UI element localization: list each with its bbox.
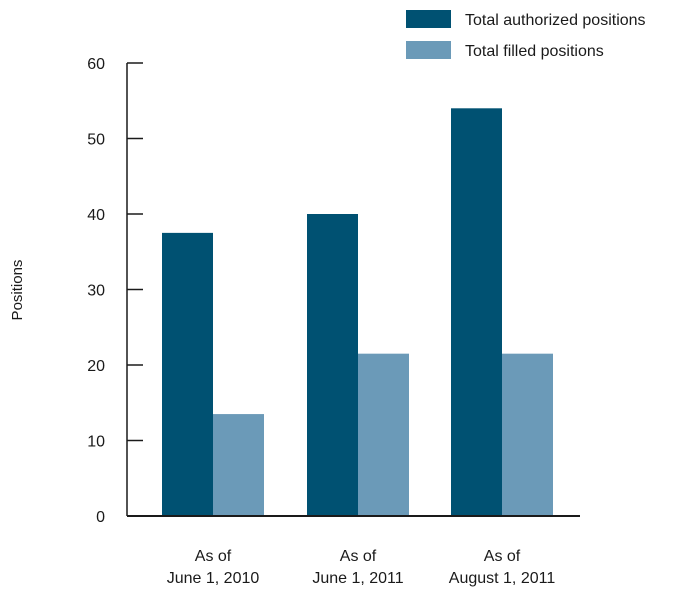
y-tick-label: 30	[87, 283, 105, 300]
y-axis-title: Positions	[9, 260, 26, 321]
y-tick-label: 10	[87, 434, 105, 451]
bar-filled-2	[358, 353, 409, 516]
x-category-label: As of June 1, 2010	[167, 548, 260, 587]
y-tick-label: 20	[87, 358, 105, 375]
x-axis-labels: As of June 1, 2010 As of June 1, 2011 As of A…	[167, 548, 556, 587]
legend-label: Total authorized positions	[465, 12, 646, 29]
y-tick-label: 0	[96, 509, 105, 526]
x-category-label: As of August 1, 2011	[449, 548, 556, 587]
bar-authorized-3	[451, 108, 502, 517]
y-tick-label: 40	[87, 207, 105, 224]
bar-authorized-1	[162, 232, 213, 516]
bar-authorized-2	[307, 214, 358, 516]
legend-swatch	[406, 41, 451, 59]
y-axis-ticks: 0 10 20 30 40 50 60	[87, 56, 143, 526]
legend-label: Total filled positions	[465, 43, 604, 60]
legend: Total authorized positions Total filled p…	[406, 10, 646, 60]
bars	[162, 108, 553, 517]
legend-swatch	[406, 10, 451, 28]
bar-filled-1	[213, 414, 264, 516]
y-tick-label: 60	[87, 56, 105, 73]
x-category-label: As of June 1, 2011	[312, 548, 403, 587]
y-tick-label: 50	[87, 132, 105, 149]
bar-filled-3	[502, 353, 553, 516]
